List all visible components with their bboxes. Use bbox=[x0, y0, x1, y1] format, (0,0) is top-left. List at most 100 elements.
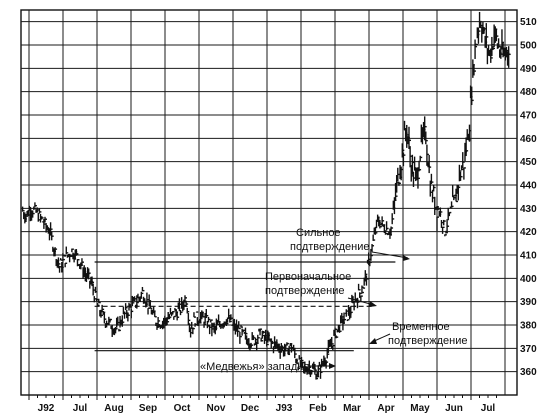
price-bar bbox=[76, 259, 80, 267]
price-bar bbox=[118, 328, 121, 332]
price-bar bbox=[61, 262, 64, 273]
price-bar bbox=[457, 184, 461, 201]
x-tick-label-4: Oct bbox=[174, 403, 191, 414]
x-tick-label-5: Nov bbox=[207, 403, 226, 414]
price-bar bbox=[176, 311, 180, 321]
price-bar bbox=[65, 246, 69, 254]
price-bar bbox=[62, 253, 65, 262]
price-bar bbox=[425, 131, 428, 145]
price-bar bbox=[100, 309, 103, 318]
price-bar bbox=[492, 46, 495, 51]
price-bar bbox=[426, 144, 429, 166]
x-tick-label-1: Jul bbox=[73, 403, 88, 414]
price-bar bbox=[57, 257, 61, 269]
price-bar bbox=[186, 307, 190, 314]
y-tick-label-490: 490 bbox=[520, 64, 537, 75]
price-bar bbox=[136, 295, 139, 309]
price-bar bbox=[259, 328, 263, 336]
price-bar bbox=[103, 312, 107, 324]
price-bar bbox=[130, 308, 134, 319]
price-bar bbox=[443, 219, 446, 226]
price-bar bbox=[315, 374, 319, 380]
annotations: Сильное подтверждение Первоначальное под… bbox=[200, 227, 467, 373]
price-bar bbox=[192, 327, 195, 335]
price-bar bbox=[475, 43, 479, 46]
price-bar bbox=[185, 300, 189, 307]
y-tick-label-460: 460 bbox=[520, 134, 537, 145]
price-bar bbox=[205, 309, 209, 318]
price-bar bbox=[289, 343, 293, 347]
price-bar bbox=[40, 216, 44, 220]
price-bar bbox=[87, 268, 91, 280]
price-bar bbox=[91, 276, 95, 287]
price-bar bbox=[198, 319, 202, 324]
price-bar bbox=[459, 171, 463, 181]
price-bar bbox=[356, 297, 360, 309]
price-bar bbox=[285, 344, 288, 352]
price-bar bbox=[419, 155, 423, 162]
price-bar bbox=[474, 39, 478, 59]
price-bar bbox=[343, 312, 347, 324]
price-bar bbox=[238, 321, 241, 330]
price-bar bbox=[423, 116, 427, 141]
price-bar bbox=[432, 184, 436, 192]
tick-labels: 360 370 380 390 400 410 420 430 440 450 460 470 480 4… bbox=[28, 17, 537, 414]
price-bar bbox=[244, 327, 248, 340]
annotation-temporary-confirmation-arrowhead bbox=[369, 338, 377, 344]
x-tick-label-6: Dec bbox=[241, 403, 260, 414]
price-bar bbox=[450, 201, 454, 208]
x-tick-label-9: Mar bbox=[343, 403, 361, 414]
price-bar bbox=[472, 59, 475, 78]
annotation-bear-trap: «Медвежья» западня bbox=[200, 361, 309, 373]
price-bar bbox=[331, 336, 334, 349]
price-bar bbox=[39, 213, 43, 223]
price-bar bbox=[64, 262, 68, 268]
price-bars bbox=[21, 11, 511, 380]
y-tick-label-440: 440 bbox=[520, 181, 537, 192]
price-bar bbox=[33, 206, 36, 210]
price-bar bbox=[372, 234, 376, 241]
price-bar bbox=[428, 154, 432, 174]
price-bar bbox=[51, 231, 54, 241]
price-bar bbox=[455, 188, 459, 203]
y-tick-label-400: 400 bbox=[520, 274, 537, 285]
price-bar bbox=[361, 285, 364, 294]
price-bar bbox=[260, 337, 264, 342]
price-bar bbox=[379, 219, 382, 229]
price-bar bbox=[38, 208, 42, 214]
price-bar bbox=[102, 310, 106, 315]
price-bar bbox=[300, 356, 304, 368]
price-bar bbox=[94, 286, 98, 293]
price-bar bbox=[374, 226, 378, 235]
y-tick-label-450: 450 bbox=[520, 157, 537, 168]
price-bar bbox=[326, 348, 330, 359]
price-bar bbox=[418, 160, 422, 172]
y-tick-label-380: 380 bbox=[520, 321, 537, 332]
price-bar bbox=[101, 304, 105, 313]
price-bar bbox=[350, 306, 353, 318]
price-bar bbox=[296, 358, 299, 365]
price-bar bbox=[308, 360, 312, 375]
price-bar bbox=[371, 243, 375, 252]
x-tick-label-12: Jun bbox=[445, 403, 463, 414]
price-bar bbox=[250, 342, 254, 349]
y-tick-label-360: 360 bbox=[520, 367, 537, 378]
price-bar bbox=[173, 315, 176, 320]
price-bar bbox=[357, 283, 361, 291]
price-bar bbox=[369, 260, 372, 267]
price-bar bbox=[294, 349, 297, 359]
price-bar bbox=[337, 324, 341, 333]
price-bar bbox=[81, 258, 84, 266]
price-bar bbox=[401, 143, 405, 158]
x-tick-label-0: J92 bbox=[38, 403, 55, 414]
price-bar bbox=[141, 286, 145, 292]
price-bar bbox=[44, 216, 47, 223]
price-bar bbox=[239, 331, 242, 344]
price-bar bbox=[383, 224, 387, 234]
price-bar bbox=[75, 249, 79, 256]
x-tick-label-8: Feb bbox=[309, 403, 327, 414]
price-bar bbox=[463, 167, 466, 180]
price-bar bbox=[203, 321, 207, 328]
y-tick-label-410: 410 bbox=[520, 251, 537, 262]
